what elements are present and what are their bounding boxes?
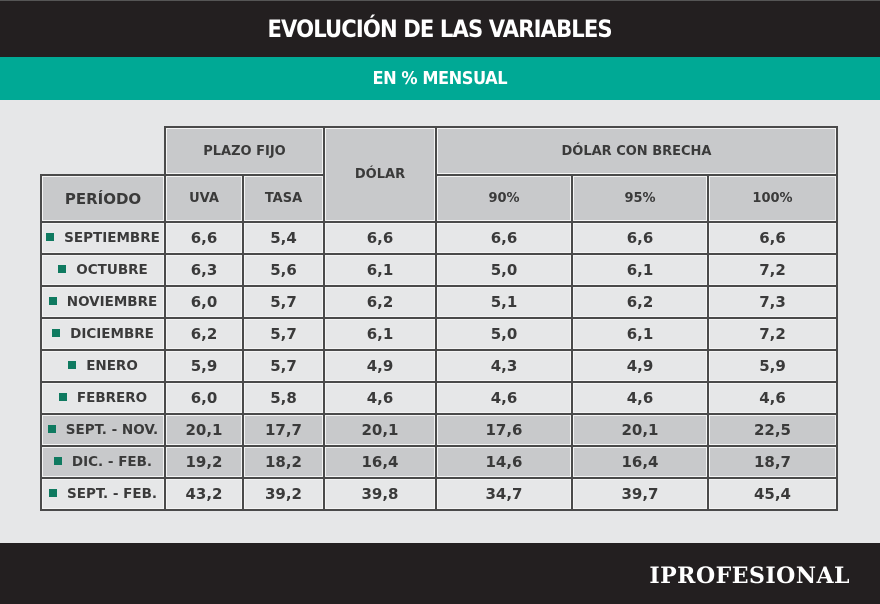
- page-subtitle: EN % MENSUAL: [372, 68, 508, 89]
- footer-bar: IPROFESIONAL: [0, 543, 880, 604]
- cell-95: 4,9: [571, 349, 709, 383]
- cell-uva: 6,3: [164, 253, 244, 287]
- cell-100: 45,4: [707, 477, 838, 511]
- cell-100: 7,2: [707, 253, 838, 287]
- header-90: 90%: [435, 174, 573, 223]
- row-label: NOVIEMBRE: [40, 285, 166, 319]
- bullet-icon: [47, 425, 56, 433]
- cell-95: 6,1: [571, 253, 709, 287]
- header-plazo-fijo: PLAZO FIJO: [164, 126, 325, 176]
- cell-tasa: 5,4: [242, 221, 325, 255]
- cell-90: 5,0: [435, 253, 573, 287]
- cell-tasa: 17,7: [242, 413, 325, 447]
- bullet-icon: [48, 297, 57, 305]
- cell-dolar: 6,6: [323, 221, 437, 255]
- header-tasa: TASA: [242, 174, 325, 223]
- cell-90: 17,6: [435, 413, 573, 447]
- cell-dolar: 6,1: [323, 317, 437, 351]
- bullet-icon: [68, 361, 77, 369]
- cell-uva: 19,2: [164, 445, 244, 479]
- cell-100: 7,3: [707, 285, 838, 319]
- row-label: SEPTIEMBRE: [40, 221, 166, 255]
- cell-95: 6,6: [571, 221, 709, 255]
- cell-uva: 6,2: [164, 317, 244, 351]
- row-label: ENERO: [40, 349, 166, 383]
- cell-95: 6,2: [571, 285, 709, 319]
- cell-90: 4,6: [435, 381, 573, 415]
- cell-uva: 20,1: [164, 413, 244, 447]
- cell-95: 6,1: [571, 317, 709, 351]
- header-dolar-brecha: DÓLAR CON BRECHA: [435, 126, 838, 176]
- cell-95: 39,7: [571, 477, 709, 511]
- cell-dolar: 16,4: [323, 445, 437, 479]
- cell-dolar: 4,9: [323, 349, 437, 383]
- cell-tasa: 39,2: [242, 477, 325, 511]
- header-blank: [41, 127, 165, 175]
- cell-dolar: 4,6: [323, 381, 437, 415]
- cell-95: 20,1: [571, 413, 709, 447]
- cell-100: 22,5: [707, 413, 838, 447]
- row-label: SEPT. - NOV.: [40, 413, 166, 447]
- cell-dolar: 6,2: [323, 285, 437, 319]
- bullet-icon: [49, 489, 57, 497]
- cell-100: 18,7: [707, 445, 838, 479]
- header-100: 100%: [707, 174, 838, 223]
- bullet-icon: [53, 457, 62, 465]
- row-label: SEPT. - FEB.: [40, 477, 166, 511]
- bullet-icon: [58, 393, 67, 401]
- header-periodo: PERÍODO: [40, 174, 166, 223]
- header-95: 95%: [571, 174, 709, 223]
- cell-tasa: 5,8: [242, 381, 325, 415]
- cell-100: 4,6: [707, 381, 838, 415]
- brand-logo: IPROFESIONAL: [649, 563, 850, 589]
- table-row: ENERO 5,9 5,7 4,9 4,3 4,9 5,9: [40, 349, 838, 383]
- cell-uva: 6,0: [164, 285, 244, 319]
- cell-tasa: 5,7: [242, 349, 325, 383]
- cell-tasa: 5,6: [242, 253, 325, 287]
- row-label: DICIEMBRE: [40, 317, 166, 351]
- header-dolar: DÓLAR: [323, 126, 437, 223]
- bullet-icon: [58, 265, 67, 273]
- bullet-icon: [46, 233, 55, 241]
- cell-90: 4,3: [435, 349, 573, 383]
- cell-90: 14,6: [435, 445, 573, 479]
- page-title: EVOLUCIÓN DE LAS VARIABLES: [267, 15, 613, 43]
- cell-uva: 43,2: [164, 477, 244, 511]
- table-row: OCTUBRE 6,3 5,6 6,1 5,0 6,1 7,2: [40, 253, 838, 287]
- cell-tasa: 18,2: [242, 445, 325, 479]
- bullet-icon: [52, 329, 61, 337]
- cell-100: 5,9: [707, 349, 838, 383]
- cell-95: 4,6: [571, 381, 709, 415]
- cell-uva: 6,0: [164, 381, 244, 415]
- row-label: OCTUBRE: [40, 253, 166, 287]
- table-row: SEPTIEMBRE 6,6 5,4 6,6 6,6 6,6 6,6: [40, 221, 838, 255]
- total-row: SEPT. - FEB. 43,2 39,2 39,8 34,7 39,7 45…: [40, 477, 838, 511]
- data-table: PLAZO FIJO DÓLAR DÓLAR CON BRECHA PERÍOD…: [40, 126, 838, 511]
- cell-tasa: 5,7: [242, 317, 325, 351]
- table-row: NOVIEMBRE 6,0 5,7 6,2 5,1 6,2 7,3: [40, 285, 838, 319]
- cell-100: 7,2: [707, 317, 838, 351]
- cell-uva: 6,6: [164, 221, 244, 255]
- table-row: FEBRERO 6,0 5,8 4,6 4,6 4,6 4,6: [40, 381, 838, 415]
- title-bar: EVOLUCIÓN DE LAS VARIABLES: [0, 0, 880, 57]
- cell-90: 6,6: [435, 221, 573, 255]
- row-label: DIC. - FEB.: [40, 445, 166, 479]
- cell-dolar: 6,1: [323, 253, 437, 287]
- cell-100: 6,6: [707, 221, 838, 255]
- subtotal-row: SEPT. - NOV. 20,1 17,7 20,1 17,6 20,1 22…: [40, 413, 838, 447]
- cell-90: 34,7: [435, 477, 573, 511]
- subtitle-bar: EN % MENSUAL: [0, 57, 880, 100]
- cell-uva: 5,9: [164, 349, 244, 383]
- cell-90: 5,1: [435, 285, 573, 319]
- cell-dolar: 39,8: [323, 477, 437, 511]
- cell-95: 16,4: [571, 445, 709, 479]
- cell-90: 5,0: [435, 317, 573, 351]
- row-label: FEBRERO: [40, 381, 166, 415]
- cell-tasa: 5,7: [242, 285, 325, 319]
- cell-dolar: 20,1: [323, 413, 437, 447]
- table-row: DICIEMBRE 6,2 5,7 6,1 5,0 6,1 7,2: [40, 317, 838, 351]
- header-uva: UVA: [164, 174, 244, 223]
- subtotal-row: DIC. - FEB. 19,2 18,2 16,4 14,6 16,4 18,…: [40, 445, 838, 479]
